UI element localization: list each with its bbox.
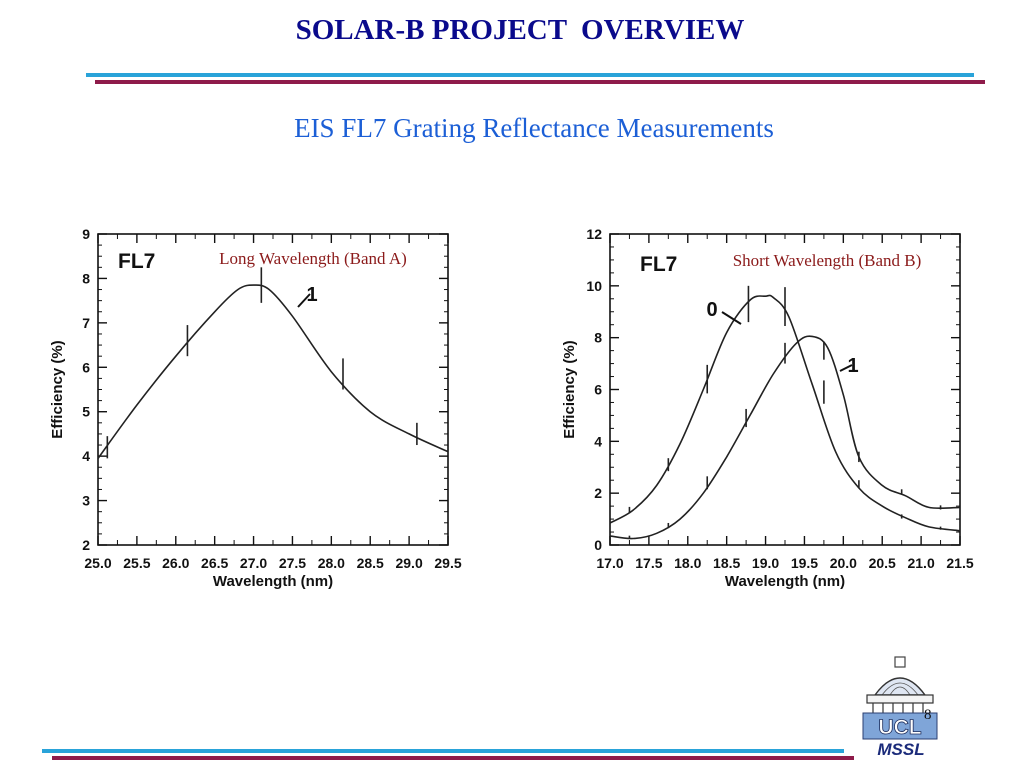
x-tick-label-0-6: 28.0 [318,555,345,571]
ucl-dome-icon: UCL MSSL [862,656,938,759]
plot-frame-1 [609,233,961,546]
band-label-0: Long Wavelength (Band A) [219,249,407,268]
slide-subtitle: EIS FL7 Grating Reflectance Measurements [294,113,774,143]
x-tick-label-1-6: 20.0 [830,555,857,571]
y-tick-label-0-2: 4 [82,448,90,464]
x-tick-label-0-5: 27.5 [279,555,306,571]
chart-tag-1: FL7 [640,253,677,276]
ucl-mssl-logo: UCL MSSL [857,655,943,765]
chart-tag-0: FL7 [118,250,155,273]
y-tick-label-1-3: 6 [594,382,602,398]
plot-frame-0 [97,233,449,546]
x-tick-label-0-9: 29.5 [434,555,461,571]
y-tick-label-1-5: 10 [586,278,602,294]
curve-label-pointer-0-0 [297,293,311,308]
y-tick-label-1-4: 8 [594,330,602,346]
header-rule-blue [86,73,974,77]
logo-ucl-text: UCL [878,716,921,739]
x-axis-label-1: Wavelength (nm) [725,573,845,590]
x-tick-label-1-3: 18.5 [713,555,740,571]
y-axis-label-0: Efficiency (%) [49,340,66,438]
y-tick-label-1-1: 2 [594,485,602,501]
series-line-0-0 [97,284,449,459]
x-tick-label-1-7: 20.5 [869,555,896,571]
page-number: 8 [924,707,932,723]
series-line-1-0 [609,294,961,532]
y-axis-label-1: Efficiency (%) [561,340,578,438]
footer-rule-maroon [52,756,854,760]
x-tick-label-1-8: 21.0 [907,555,934,571]
x-tick-label-1-9: 21.5 [946,555,973,571]
curve-label-1-0: 0 [706,299,717,321]
series-line-1-1 [609,335,961,540]
x-tick-label-0-7: 28.5 [357,555,384,571]
curve-label-1-1: 1 [847,355,858,377]
logo-mssl-text: MSSL [877,740,924,759]
y-tick-label-0-1: 3 [82,493,90,509]
x-tick-label-1-0: 17.0 [596,555,623,571]
band-label-1: Short Wavelength (Band B) [733,251,922,270]
x-tick-label-0-1: 25.5 [123,555,150,571]
footer-rule-blue [42,749,844,753]
y-tick-label-0-4: 6 [82,359,90,375]
x-tick-label-0-8: 29.0 [395,555,422,571]
x-tick-label-1-4: 19.0 [752,555,779,571]
y-tick-label-0-0: 2 [82,537,90,553]
slide-title: SOLAR-B PROJECT OVERVIEW [295,14,745,46]
curve-label-pointer-1-0 [721,311,742,325]
x-tick-label-0-3: 26.5 [201,555,228,571]
x-tick-label-0-4: 27.0 [240,555,267,571]
y-tick-label-0-3: 5 [82,404,90,420]
y-tick-label-0-6: 8 [82,270,90,286]
header-rule-maroon [95,80,985,84]
curve-label-0-0: 1 [306,284,317,306]
x-tick-label-1-5: 19.5 [791,555,818,571]
x-tick-label-0-2: 26.0 [162,555,189,571]
y-tick-label-1-0: 0 [594,537,602,553]
x-tick-label-1-2: 18.0 [674,555,701,571]
y-tick-label-1-2: 4 [594,433,602,449]
x-axis-label-0: Wavelength (nm) [213,573,333,590]
x-tick-label-0-0: 25.0 [84,555,111,571]
y-tick-label-0-5: 7 [82,315,90,331]
x-tick-label-1-1: 17.5 [635,555,662,571]
y-tick-label-1-6: 12 [586,226,602,242]
curve-label-pointer-1-1 [839,364,853,372]
y-tick-label-0-7: 9 [82,226,90,242]
